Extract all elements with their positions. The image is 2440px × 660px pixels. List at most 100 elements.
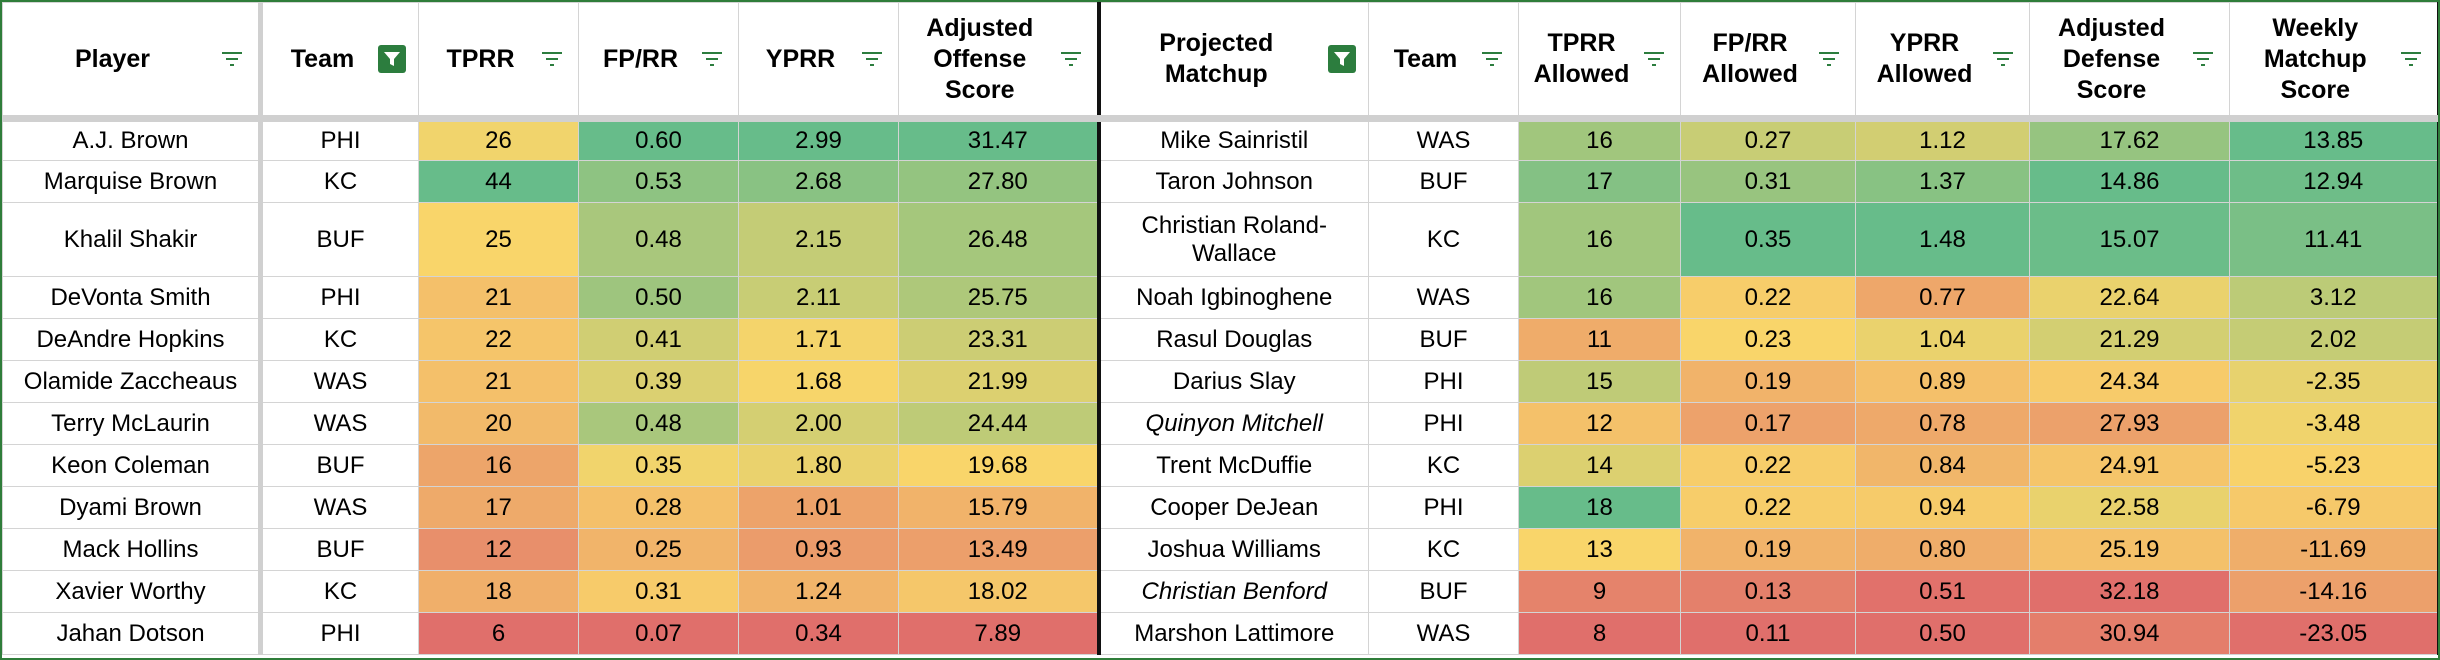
cell-projected-matchup[interactable]: Christian Benford — [1096, 570, 1369, 613]
cell-player[interactable]: Terry McLaurin — [2, 402, 261, 445]
cell-fprr[interactable]: 0.39 — [578, 360, 739, 403]
cell-team[interactable]: WAS — [258, 360, 419, 403]
cell-team[interactable]: WAS — [258, 486, 419, 529]
cell-projected-matchup[interactable]: Joshua Williams — [1096, 528, 1369, 571]
cell-tprr-allowed[interactable]: 14 — [1518, 444, 1681, 487]
cell-tprr-allowed[interactable]: 9 — [1518, 570, 1681, 613]
cell-yprr-allowed[interactable]: 1.12 — [1855, 118, 2030, 161]
cell-tprr[interactable]: 6 — [418, 612, 579, 655]
cell-projected-matchup[interactable]: Darius Slay — [1096, 360, 1369, 403]
cell-yprr[interactable]: 2.11 — [738, 276, 899, 319]
cell-yprr[interactable]: 2.15 — [738, 202, 899, 277]
cell-fprr[interactable]: 0.50 — [578, 276, 739, 319]
cell-yprr-allowed[interactable]: 0.84 — [1855, 444, 2030, 487]
cell-tprr[interactable]: 22 — [418, 318, 579, 361]
cell-adjusted-defense-score[interactable]: 17.62 — [2029, 118, 2230, 161]
cell-tprr[interactable]: 20 — [418, 402, 579, 445]
cell-fprr-allowed[interactable]: 0.13 — [1680, 570, 1856, 613]
cell-player[interactable]: Dyami Brown — [2, 486, 261, 529]
cell-yprr[interactable]: 1.24 — [738, 570, 899, 613]
filter-button[interactable] — [218, 45, 246, 73]
col-header-yprr-allowed[interactable]: YPRR Allowed — [1855, 2, 2030, 119]
cell-projected-matchup[interactable]: Trent McDuffie — [1096, 444, 1369, 487]
cell-tprr[interactable]: 12 — [418, 528, 579, 571]
cell-weekly-matchup-score[interactable]: 12.94 — [2229, 160, 2438, 203]
cell-adjusted-defense-score[interactable]: 15.07 — [2029, 202, 2230, 277]
cell-team[interactable]: BUF — [258, 444, 419, 487]
cell-fprr-allowed[interactable]: 0.35 — [1680, 202, 1856, 277]
cell-tprr-allowed[interactable]: 16 — [1518, 202, 1681, 277]
cell-yprr-allowed[interactable]: 0.94 — [1855, 486, 2030, 529]
cell-adjusted-offense-score[interactable]: 15.79 — [898, 486, 1099, 529]
cell-yprr[interactable]: 2.00 — [738, 402, 899, 445]
col-header-projected-matchup[interactable]: Projected Matchup — [1096, 2, 1369, 119]
cell-fprr[interactable]: 0.31 — [578, 570, 739, 613]
cell-player[interactable]: DeVonta Smith — [2, 276, 261, 319]
cell-fprr-allowed[interactable]: 0.22 — [1680, 444, 1856, 487]
cell-yprr[interactable]: 1.71 — [738, 318, 899, 361]
cell-tprr-allowed[interactable]: 8 — [1518, 612, 1681, 655]
cell-player[interactable]: DeAndre Hopkins — [2, 318, 261, 361]
filter-button[interactable] — [1815, 45, 1843, 73]
col-header-player[interactable]: Player — [2, 2, 261, 119]
cell-fprr[interactable]: 0.60 — [578, 118, 739, 161]
cell-weekly-matchup-score[interactable]: -5.23 — [2229, 444, 2438, 487]
cell-adjusted-defense-score[interactable]: 30.94 — [2029, 612, 2230, 655]
cell-team-2[interactable]: PHI — [1368, 486, 1519, 529]
cell-team-2[interactable]: BUF — [1368, 160, 1519, 203]
cell-team-2[interactable]: PHI — [1368, 402, 1519, 445]
cell-adjusted-offense-score[interactable]: 18.02 — [898, 570, 1099, 613]
cell-fprr-allowed[interactable]: 0.11 — [1680, 612, 1856, 655]
cell-tprr-allowed[interactable]: 13 — [1518, 528, 1681, 571]
cell-tprr[interactable]: 26 — [418, 118, 579, 161]
cell-tprr[interactable]: 18 — [418, 570, 579, 613]
cell-yprr[interactable]: 0.34 — [738, 612, 899, 655]
cell-projected-matchup[interactable]: Marshon Lattimore — [1096, 612, 1369, 655]
cell-weekly-matchup-score[interactable]: -3.48 — [2229, 402, 2438, 445]
cell-yprr-allowed[interactable]: 0.80 — [1855, 528, 2030, 571]
cell-fprr[interactable]: 0.35 — [578, 444, 739, 487]
cell-yprr-allowed[interactable]: 1.04 — [1855, 318, 2030, 361]
cell-yprr-allowed[interactable]: 0.51 — [1855, 570, 2030, 613]
filter-button[interactable] — [1989, 45, 2017, 73]
cell-adjusted-defense-score[interactable]: 27.93 — [2029, 402, 2230, 445]
cell-yprr-allowed[interactable]: 1.48 — [1855, 202, 2030, 277]
cell-fprr[interactable]: 0.53 — [578, 160, 739, 203]
cell-tprr-allowed[interactable]: 15 — [1518, 360, 1681, 403]
cell-player[interactable]: Khalil Shakir — [2, 202, 261, 277]
cell-projected-matchup[interactable]: Cooper DeJean — [1096, 486, 1369, 529]
cell-tprr-allowed[interactable]: 16 — [1518, 276, 1681, 319]
cell-fprr-allowed[interactable]: 0.19 — [1680, 360, 1856, 403]
cell-adjusted-defense-score[interactable]: 21.29 — [2029, 318, 2230, 361]
cell-player[interactable]: Keon Coleman — [2, 444, 261, 487]
filter-button[interactable] — [1640, 45, 1668, 73]
cell-weekly-matchup-score[interactable]: 13.85 — [2229, 118, 2438, 161]
cell-adjusted-offense-score[interactable]: 24.44 — [898, 402, 1099, 445]
cell-team-2[interactable]: BUF — [1368, 318, 1519, 361]
cell-adjusted-defense-score[interactable]: 24.34 — [2029, 360, 2230, 403]
cell-adjusted-offense-score[interactable]: 23.31 — [898, 318, 1099, 361]
cell-adjusted-offense-score[interactable]: 19.68 — [898, 444, 1099, 487]
cell-fprr-allowed[interactable]: 0.17 — [1680, 402, 1856, 445]
cell-fprr[interactable]: 0.25 — [578, 528, 739, 571]
cell-tprr[interactable]: 25 — [418, 202, 579, 277]
cell-adjusted-offense-score[interactable]: 25.75 — [898, 276, 1099, 319]
filter-button[interactable] — [378, 45, 406, 73]
cell-fprr-allowed[interactable]: 0.27 — [1680, 118, 1856, 161]
cell-adjusted-offense-score[interactable]: 26.48 — [898, 202, 1099, 277]
cell-weekly-matchup-score[interactable]: -6.79 — [2229, 486, 2438, 529]
cell-team[interactable]: PHI — [258, 118, 419, 161]
cell-team-2[interactable]: WAS — [1368, 612, 1519, 655]
cell-team-2[interactable]: WAS — [1368, 276, 1519, 319]
col-header-tprr-allowed[interactable]: TPRR Allowed — [1518, 2, 1681, 119]
cell-projected-matchup[interactable]: Noah Igbinoghene — [1096, 276, 1369, 319]
cell-tprr[interactable]: 44 — [418, 160, 579, 203]
cell-team-2[interactable]: PHI — [1368, 360, 1519, 403]
cell-tprr-allowed[interactable]: 17 — [1518, 160, 1681, 203]
cell-player[interactable]: Jahan Dotson — [2, 612, 261, 655]
cell-adjusted-offense-score[interactable]: 21.99 — [898, 360, 1099, 403]
cell-team[interactable]: KC — [258, 160, 419, 203]
cell-team-2[interactable]: WAS — [1368, 118, 1519, 161]
cell-adjusted-offense-score[interactable]: 31.47 — [898, 118, 1099, 161]
cell-team-2[interactable]: BUF — [1368, 570, 1519, 613]
